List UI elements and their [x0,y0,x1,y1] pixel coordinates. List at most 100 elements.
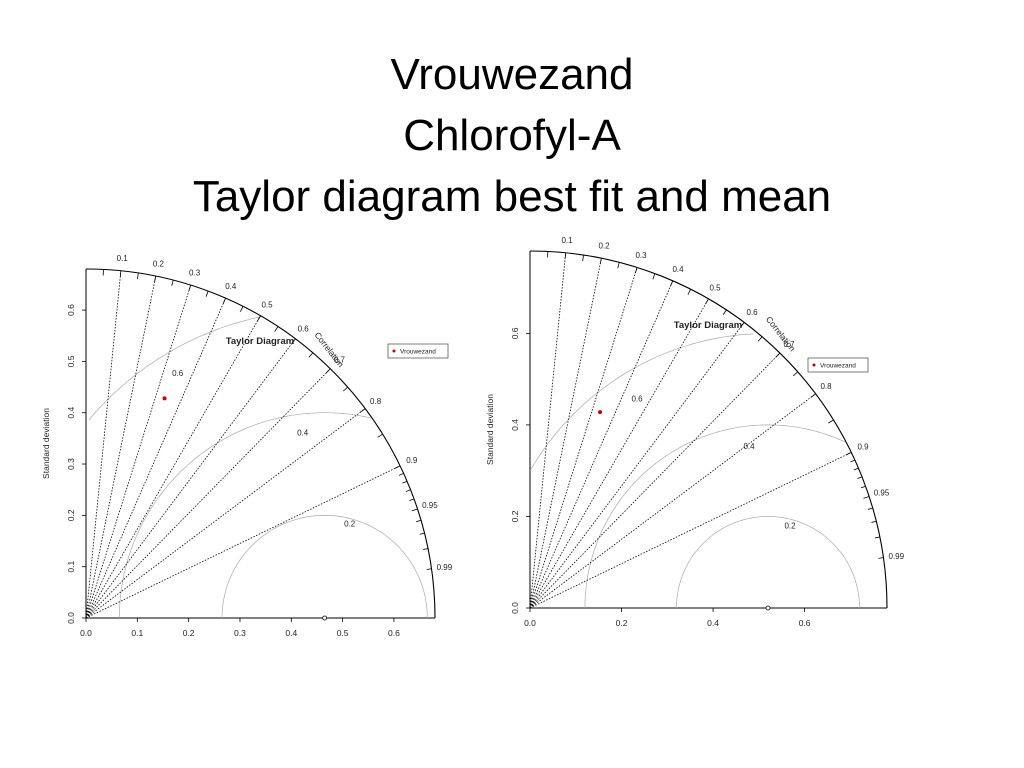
correlation-label: 0.6 [746,308,758,317]
rms-label: 0.6 [631,394,643,403]
legend-label: Vrouwezand [400,349,436,356]
reference-point [322,615,328,621]
correlation-tick [257,315,261,322]
correlation-line [85,284,192,619]
correlation-axis-label: Correlation [313,330,347,369]
correlation-tick [845,452,852,456]
correlation-tick [857,476,863,479]
correlation-line [85,338,296,619]
correlation-line [529,352,781,609]
correlation-label: 0.4 [672,265,684,274]
y-tick-label: 0.6 [66,304,76,316]
correlation-line [85,368,331,619]
correlation-axis-label: Correlation [764,314,798,353]
correlation-tick [853,467,859,471]
y-tick-label: 0.2 [66,509,76,521]
correlation-tick [705,298,709,305]
correlation-line [529,258,602,609]
x-tick-label: 0.2 [616,618,628,628]
correlation-label: 0.9 [406,456,418,465]
legend-label: Vrouwezand [820,363,856,370]
rms-arc [676,516,860,608]
x-tick-label: 0.0 [524,618,536,628]
legend: Vrouwezand [387,343,449,359]
correlation-tick [154,275,157,283]
rms-arc [119,412,371,618]
correlation-tick [652,273,656,280]
correlation-label: 0.1 [561,236,573,245]
taylor-diagram-mean: Taylor Diagram Vrouwezand 0.0 0.2 0.4 0.6 0.0 0… [484,236,905,638]
correlation-line [85,270,122,619]
correlation-tick [405,489,411,492]
correlation-tick [342,386,349,392]
correlation-label: 0.8 [820,382,832,391]
legend-box [387,343,449,359]
correlation-label: 0.95 [874,488,890,497]
correlation-label: 0.6 [298,324,310,333]
slide-title-line: Vrouwezand [390,50,634,99]
correlation-label: 0.5 [709,284,721,293]
x-tick-label: 0.1 [131,628,143,638]
x-tick-label: 0.6 [799,618,811,628]
rms-arc [88,316,261,421]
y-tick-label: 0.6 [510,327,520,339]
correlation-tick [599,258,602,265]
chart-title: Taylor Diagram [674,320,742,331]
rms-label: 0.4 [297,429,309,438]
correlation-line [529,298,709,609]
rms-arc [529,333,754,471]
correlation-tick [860,485,866,489]
correlation-tick [402,480,408,484]
y-axis-label: Standard deviation [41,408,51,479]
correlation-line [529,280,674,609]
x-tick-label: 0.4 [285,628,297,638]
y-tick-label: 0.0 [510,602,520,614]
correlation-tick [325,368,331,374]
legend-box [807,357,869,373]
y-tick-label: 0.3 [66,458,76,470]
correlation-tick [291,338,296,344]
correlation-tick [850,459,856,463]
correlation-line [529,322,745,609]
correlation-tick [394,465,401,469]
slide-title-line: Chlorofyl-A [403,111,621,160]
taylor-diagram-svg: Taylor Diagram Vrouwezand 0.0 0.1 0.2 0.3 0.4 0… [41,254,453,638]
y-tick-label: 0.4 [510,419,520,431]
correlation-label: 0.7 [783,340,795,349]
correlation-tick [810,393,816,398]
legend: Vrouwezand [807,357,869,373]
correlation-tick [411,508,418,512]
correlation-tick [878,557,884,559]
correlation-tick [863,496,870,499]
correlation-tick [670,280,674,287]
correlation-label: 0.9 [857,443,869,452]
legend-marker [812,363,816,367]
chart-title: Taylor Diagram [226,336,294,347]
correlation-label: 0.8 [370,397,382,406]
correlation-line [85,465,401,619]
correlation-label: 0.95 [422,501,438,510]
y-axis-label: Standard deviation [485,394,495,465]
y-tick-label: 0.1 [66,561,76,573]
correlation-label: 0.99 [889,552,905,561]
taylor-diagram-best-fit: Taylor Diagram Vrouwezand 0.0 0.1 0.2 0.3 0.4 0… [40,254,470,655]
correlation-tick [874,536,880,539]
y-tick-label: 0.5 [66,355,76,367]
correlation-tick [398,472,404,476]
correlation-label: 0.4 [225,282,237,291]
correlation-tick [757,336,763,342]
correlation-tick [360,408,366,413]
x-tick-label: 0.0 [80,628,92,638]
correlation-tick [426,568,432,570]
correlation-tick [377,433,383,438]
rms-arc [584,424,846,609]
correlation-tick [171,279,174,286]
correlation-tick [188,284,192,291]
correlation-tick [423,548,429,550]
correlation-tick [308,352,314,358]
rms-arc [221,515,428,618]
correlation-line [85,297,226,619]
correlation-tick [582,254,584,262]
x-tick-label: 0.5 [337,628,349,638]
y-tick-label: 0.4 [66,407,76,419]
